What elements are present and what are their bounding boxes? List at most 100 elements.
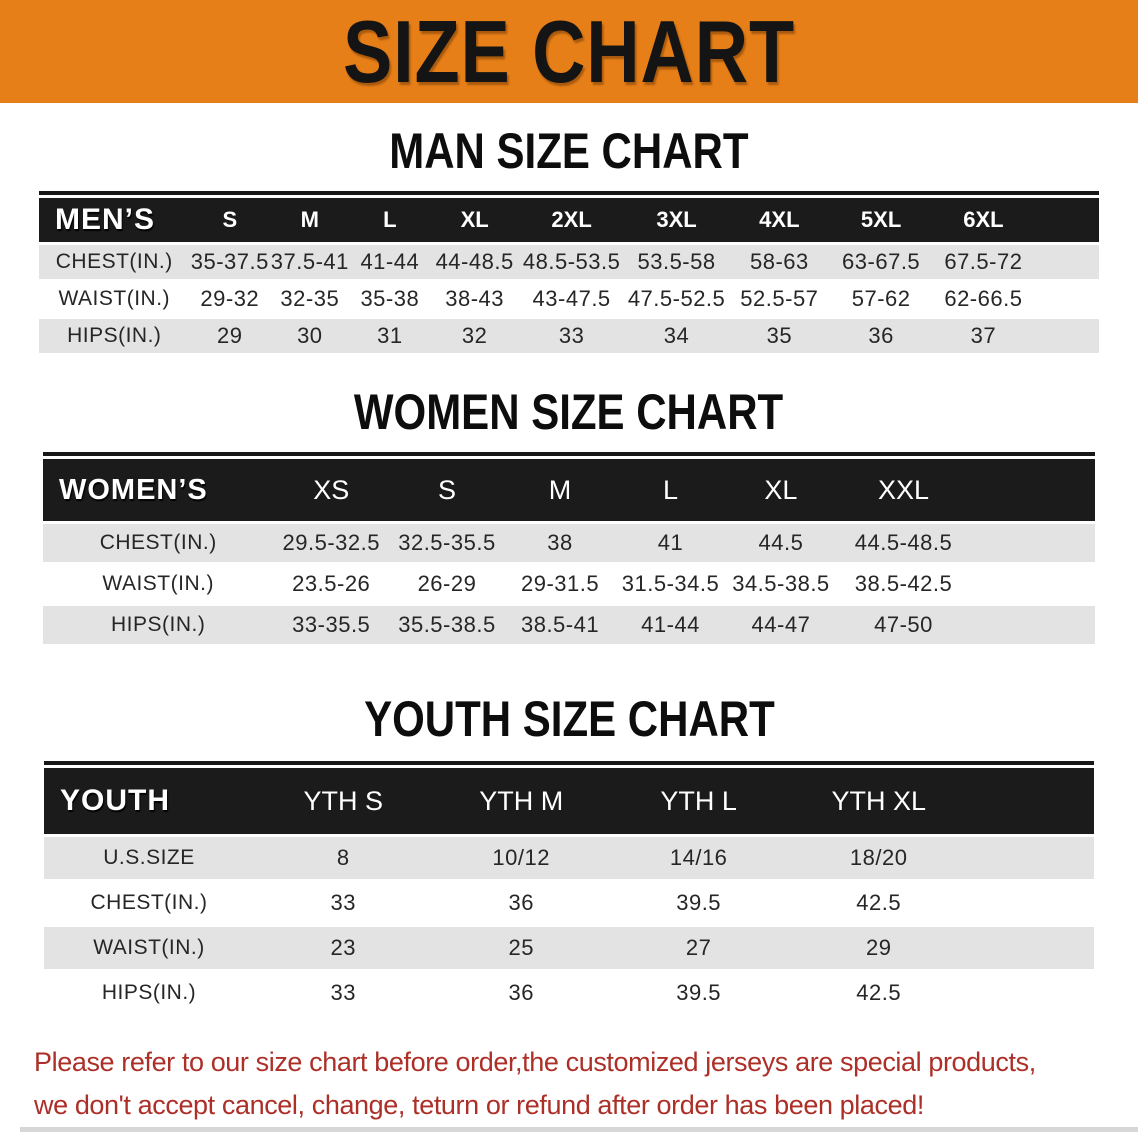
size-value-cell: 29-32 (189, 282, 271, 316)
row-label: HIPS(IN.) (39, 319, 190, 353)
size-value-cell: 38 (504, 524, 616, 562)
men-section-heading: MAN SIZE CHART (0, 125, 1138, 177)
size-value-cell: 32.5-35.5 (389, 524, 505, 562)
spacer-cell (970, 459, 1095, 521)
spacer-cell (970, 606, 1095, 644)
size-column-header: XXL (836, 459, 971, 521)
women-section-heading: WOMEN SIZE CHART (0, 386, 1138, 438)
size-value-cell: 39.5 (609, 882, 788, 924)
table-corner-label: MEN’S (39, 198, 190, 242)
size-value-cell: 31 (349, 319, 431, 353)
size-value-cell: 47-50 (836, 606, 971, 644)
size-value-cell: 33 (254, 972, 433, 1014)
size-value-cell: 29-31.5 (504, 565, 616, 603)
size-value-cell: 44-47 (725, 606, 837, 644)
spacer-cell (970, 565, 1095, 603)
size-value-cell: 42.5 (787, 972, 971, 1014)
size-value-cell: 10/12 (432, 837, 610, 879)
size-chart-banner: SIZE CHART (0, 0, 1138, 103)
size-value-cell: 37.5-41 (270, 245, 350, 279)
order-note-line-2: we don't accept cancel, change, teturn o… (34, 1090, 924, 1121)
table-row: HIPS(IN.) 33-35.5 35.5-38.5 38.5-41 41-44 44-… (43, 606, 1095, 644)
men-size-table-wrap: MEN’S S M L XL 2XL 3XL 4XL 5XL 6XL CHEST(IN.) 35-3… (39, 191, 1099, 356)
bottom-divider (20, 1127, 1138, 1132)
size-value-cell: 8 (254, 837, 433, 879)
size-column-header: XL (725, 459, 837, 521)
spacer-cell (1034, 245, 1099, 279)
size-column-header: 2XL (519, 198, 625, 242)
size-value-cell: 48.5-53.5 (519, 245, 625, 279)
size-column-header: 6XL (932, 198, 1035, 242)
row-label: WAIST(IN.) (43, 565, 274, 603)
size-value-cell: 44-48.5 (430, 245, 520, 279)
row-label: HIPS(IN.) (43, 606, 274, 644)
size-value-cell: 27 (609, 927, 788, 969)
size-value-cell: 62-66.5 (932, 282, 1035, 316)
table-corner-label: YOUTH (44, 768, 254, 834)
table-header-row: MEN’S S M L XL 2XL 3XL 4XL 5XL 6XL (39, 198, 1099, 242)
youth-size-table-wrap: YOUTH YTH S YTH M YTH L YTH XL U.S.SIZE 8 10/1… (44, 761, 1094, 1017)
size-value-cell: 58-63 (729, 245, 830, 279)
table-row: CHEST(IN.) 35-37.5 37.5-41 41-44 44-48.5 48.5… (39, 245, 1099, 279)
women-size-table: WOMEN’S XS S M L XL XXL CHEST(IN.) 29.5-32.5 32.… (43, 456, 1095, 647)
women-size-table-wrap: WOMEN’S XS S M L XL XXL CHEST(IN.) 29.5-32.5 32.… (43, 452, 1095, 647)
table-row: CHEST(IN.) 33 36 39.5 42.5 (44, 882, 1094, 924)
size-value-cell: 38-43 (430, 282, 520, 316)
spacer-cell (1034, 319, 1099, 353)
size-value-cell: 44.5-48.5 (836, 524, 971, 562)
row-label: WAIST(IN.) (39, 282, 190, 316)
size-column-header: 3XL (624, 198, 730, 242)
table-header-row: YOUTH YTH S YTH M YTH L YTH XL (44, 768, 1094, 834)
size-value-cell: 37 (932, 319, 1035, 353)
size-column-header: S (389, 459, 505, 521)
youth-section-heading-text: YOUTH SIZE CHART (363, 691, 775, 747)
table-row: WAIST(IN.) 29-32 32-35 35-38 38-43 43-47.5 47.… (39, 282, 1099, 316)
size-column-header: M (270, 198, 350, 242)
table-corner-label: WOMEN’S (43, 459, 274, 521)
size-value-cell: 63-67.5 (829, 245, 933, 279)
size-value-cell: 47.5-52.5 (624, 282, 730, 316)
size-value-cell: 35.5-38.5 (389, 606, 505, 644)
size-value-cell: 34.5-38.5 (725, 565, 837, 603)
table-row: WAIST(IN.) 23 25 27 29 (44, 927, 1094, 969)
size-value-cell: 36 (829, 319, 933, 353)
row-label: HIPS(IN.) (44, 972, 254, 1014)
size-value-cell: 33-35.5 (273, 606, 390, 644)
size-column-header: YTH S (254, 768, 433, 834)
table-row: CHEST(IN.) 29.5-32.5 32.5-35.5 38 41 44.5 44.5… (43, 524, 1095, 562)
size-value-cell: 67.5-72 (932, 245, 1035, 279)
spacer-cell (970, 882, 1094, 924)
size-value-cell: 53.5-58 (624, 245, 730, 279)
size-value-cell: 44.5 (725, 524, 837, 562)
size-value-cell: 33 (519, 319, 625, 353)
size-column-header: 4XL (729, 198, 830, 242)
order-note-line-1: Please refer to our size chart before or… (34, 1047, 1036, 1077)
size-value-cell: 36 (432, 972, 610, 1014)
size-value-cell: 57-62 (829, 282, 933, 316)
size-column-header: XS (273, 459, 390, 521)
row-label: WAIST(IN.) (44, 927, 254, 969)
row-label: CHEST(IN.) (43, 524, 274, 562)
size-column-header: L (349, 198, 431, 242)
size-value-cell: 41 (615, 524, 726, 562)
size-value-cell: 35-38 (349, 282, 431, 316)
table-row: U.S.SIZE 8 10/12 14/16 18/20 (44, 837, 1094, 879)
size-value-cell: 23.5-26 (273, 565, 390, 603)
spacer-cell (1034, 198, 1099, 242)
size-value-cell: 14/16 (609, 837, 788, 879)
women-section-heading-text: WOMEN SIZE CHART (354, 384, 784, 440)
spacer-cell (970, 972, 1094, 1014)
size-value-cell: 41-44 (349, 245, 431, 279)
size-column-header: YTH M (432, 768, 610, 834)
size-value-cell: 29 (189, 319, 271, 353)
table-row: WAIST(IN.) 23.5-26 26-29 29-31.5 31.5-34.5 34… (43, 565, 1095, 603)
spacer-cell (970, 524, 1095, 562)
size-value-cell: 18/20 (787, 837, 971, 879)
banner-title: SIZE CHART (343, 1, 795, 101)
row-label: CHEST(IN.) (39, 245, 190, 279)
size-column-header: XL (430, 198, 520, 242)
spacer-cell (970, 768, 1094, 834)
size-value-cell: 26-29 (389, 565, 505, 603)
size-value-cell: 31.5-34.5 (615, 565, 726, 603)
size-value-cell: 36 (432, 882, 610, 924)
